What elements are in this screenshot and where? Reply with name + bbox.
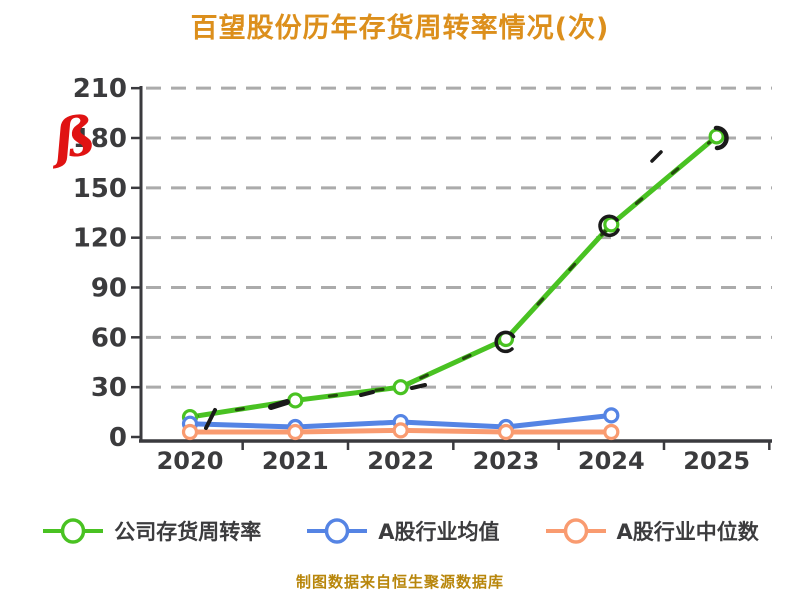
- x-tick-label: 2023: [473, 447, 540, 475]
- data-point: [603, 423, 620, 441]
- series-line-ink-overlay: [188, 134, 719, 419]
- data-source-note: 制图数据来自恒生聚源数据库: [295, 573, 504, 591]
- ink-annotation: [650, 150, 663, 163]
- y-tick-label: 0: [109, 423, 127, 453]
- data-point: [497, 423, 515, 441]
- legend-label: A股行业中位数: [616, 520, 759, 544]
- legend-item-industry-mean: A股行业均值: [305, 516, 500, 546]
- legend-marker-industry-mean: [307, 518, 368, 544]
- legend-item-company: 公司存货周转率: [41, 516, 261, 546]
- legend-marker-industry-median: [545, 518, 606, 544]
- y-tick-label: 210: [73, 74, 127, 104]
- x-tick-label: 2021: [262, 447, 329, 475]
- legend-label: 公司存货周转率: [114, 520, 262, 544]
- data-point: [181, 423, 199, 441]
- x-tick-label: 2025: [683, 447, 750, 475]
- y-tick-label: 120: [73, 224, 127, 254]
- ink-annotation: [204, 408, 217, 430]
- y-tick-label: 30: [91, 373, 127, 403]
- ink-annotation: [359, 390, 375, 397]
- data-point: [287, 392, 304, 409]
- ink-annotation: [713, 125, 729, 151]
- page-title: 百望股份历年存货周转率情况(次): [190, 13, 610, 44]
- x-tick-label: 2024: [578, 447, 645, 475]
- data-point: [392, 422, 409, 439]
- ink-annotation: [494, 330, 516, 354]
- x-tick-label: 2020: [157, 447, 224, 475]
- legend-label: A股行业均值: [378, 520, 500, 544]
- data-point: [287, 423, 304, 441]
- chart-legend: 公司存货周转率 A股行业均值 A股行业中位数: [0, 516, 800, 546]
- series-line-0: [187, 133, 720, 420]
- y-tick-label: 60: [91, 323, 127, 353]
- data-point: [392, 379, 409, 396]
- y-tick-label: 150: [73, 174, 127, 204]
- ink-annotation: [268, 399, 290, 410]
- legend-item-industry-median: A股行业中位数: [544, 516, 759, 546]
- data-point: [603, 407, 620, 424]
- red-scribble-annotation: ß: [46, 103, 98, 171]
- ink-annotations: ß: [46, 103, 729, 430]
- chart-canvas: 0 30 60 90 120 150 180 210 2020 2021 2022 2023 2024 2…: [46, 74, 772, 475]
- y-tick-label: 90: [91, 274, 127, 304]
- ink-annotation: [410, 383, 427, 390]
- y-tick-label: 180: [73, 124, 127, 154]
- ink-annotation: [598, 214, 620, 238]
- x-tick-label: 2022: [367, 447, 434, 475]
- legend-marker-company: [43, 518, 104, 544]
